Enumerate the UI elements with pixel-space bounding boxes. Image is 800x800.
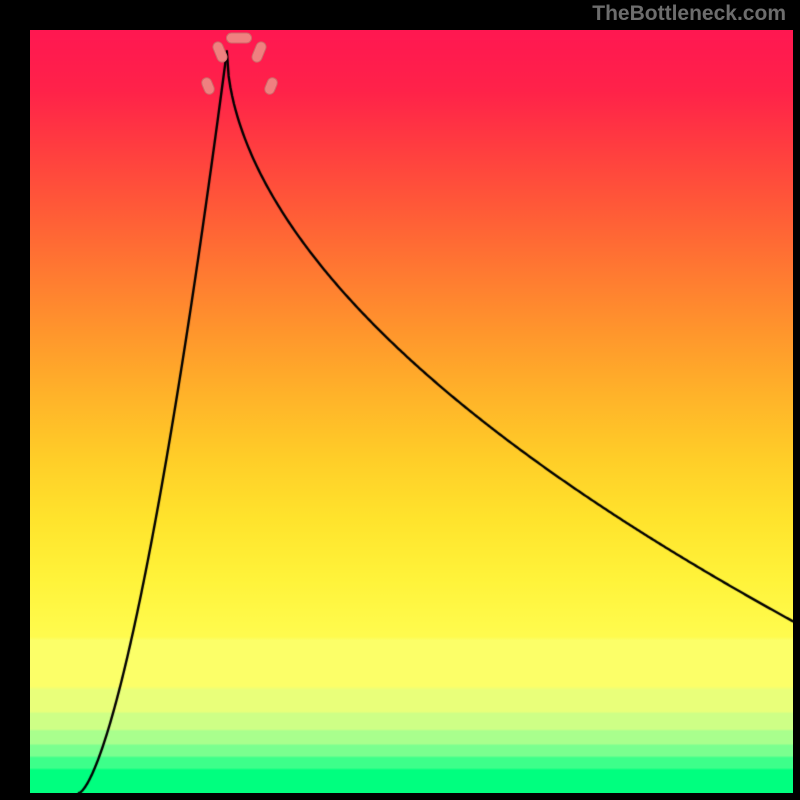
watermark-label: TheBottleneck.com — [592, 2, 786, 26]
frame-border-bottom — [0, 793, 800, 800]
frame-border-right — [793, 0, 800, 800]
plot-area — [30, 30, 793, 793]
frame-border-left — [0, 0, 30, 800]
bottleneck-curve — [30, 30, 793, 793]
bottleneck-marker-4 — [226, 32, 252, 43]
